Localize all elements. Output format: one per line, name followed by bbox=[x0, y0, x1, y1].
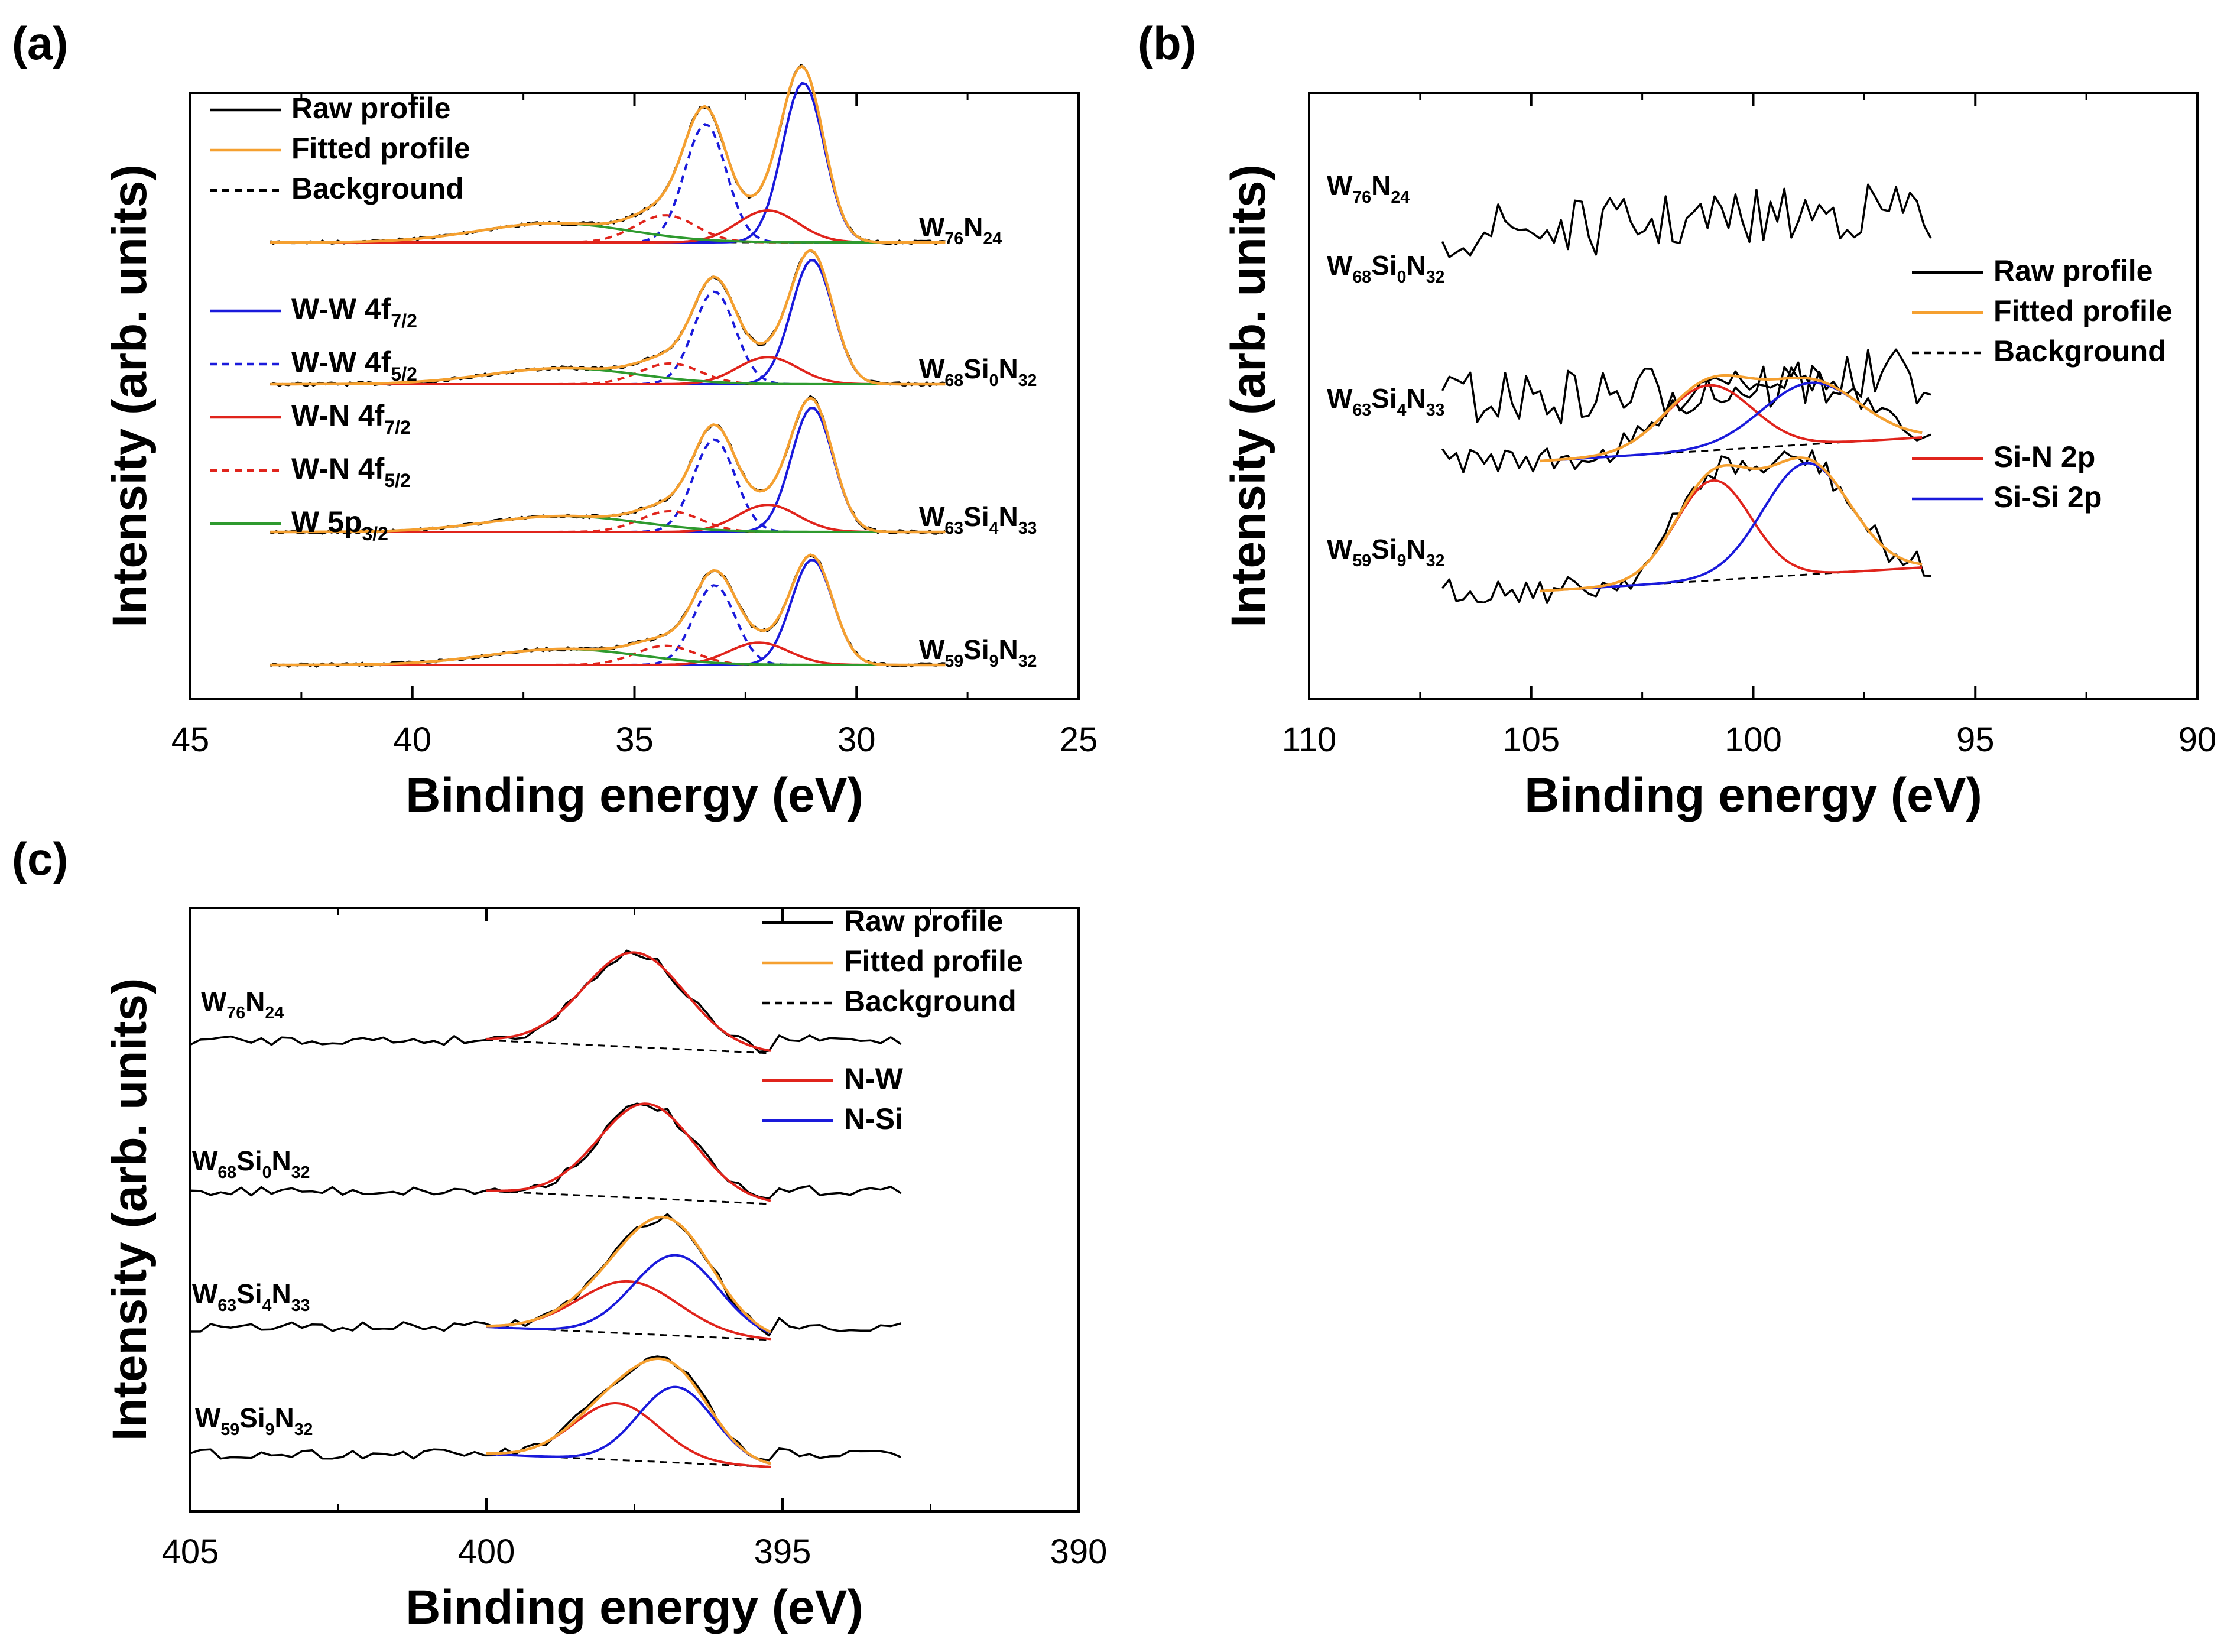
background-line bbox=[486, 1326, 771, 1341]
y-axis-title: Intensity (arb. units) bbox=[1222, 164, 1275, 628]
panel-label: (c) bbox=[12, 833, 68, 885]
fitted-profile-line bbox=[1540, 374, 1923, 463]
panel-label: (a) bbox=[12, 17, 68, 69]
fitted-profile-line bbox=[270, 396, 946, 534]
fitted-profile-line bbox=[270, 248, 946, 386]
sample-label: W68​Si0​N32​ bbox=[919, 353, 1037, 390]
background-line bbox=[486, 1039, 771, 1054]
x-tick-label: 400 bbox=[458, 1533, 515, 1571]
legend-label: Background bbox=[844, 985, 1017, 1018]
component-legend-label: W-W 4f5/2 bbox=[291, 346, 417, 385]
component-legend-label: N-W bbox=[844, 1062, 904, 1095]
raw-profile-line bbox=[1441, 183, 1932, 258]
legend-label: Fitted profile bbox=[291, 132, 470, 165]
fitted-profile-line bbox=[270, 553, 946, 667]
y-axis-title: Intensity (arb. units) bbox=[103, 164, 157, 628]
component-legend-label: N-Si bbox=[844, 1102, 903, 1135]
legend-label: Raw profile bbox=[291, 92, 450, 125]
x-tick-label: 110 bbox=[1282, 720, 1336, 759]
background-line bbox=[486, 1190, 771, 1205]
raw-profile-line bbox=[190, 1213, 901, 1337]
sample-label: W76​N24​ bbox=[201, 986, 284, 1023]
raw-profile-line bbox=[1441, 366, 1931, 473]
sample-label: W76​N24​ bbox=[1327, 170, 1410, 207]
x-tick-label: 90 bbox=[2178, 720, 2217, 759]
x-axis-title: Binding energy (eV) bbox=[405, 768, 863, 822]
x-tick-label: 30 bbox=[837, 720, 876, 759]
fitted-profile-line bbox=[486, 1357, 771, 1465]
sample-label: W63​Si4​N33​ bbox=[1327, 383, 1444, 420]
legend-label: Background bbox=[1994, 335, 2166, 368]
sample-label: W76​N24​ bbox=[919, 212, 1002, 248]
component-peak-line bbox=[486, 1385, 771, 1465]
component-legend-label: W-N 4f5/2 bbox=[291, 452, 411, 491]
panel-label: (b) bbox=[1138, 17, 1197, 69]
component-legend-label: Si-Si 2p bbox=[1994, 481, 2102, 514]
component-peak-line bbox=[486, 1102, 771, 1202]
legend-label: Background bbox=[291, 172, 464, 205]
x-tick-label: 35 bbox=[615, 720, 654, 759]
x-tick-label: 390 bbox=[1050, 1533, 1108, 1571]
legend-label: Fitted profile bbox=[844, 945, 1023, 978]
fitted-profile-line bbox=[270, 64, 946, 244]
x-tick-label: 40 bbox=[393, 720, 431, 759]
component-legend-label: Si-N 2p bbox=[1994, 440, 2095, 473]
component-legend-label: W-N 4f7/2 bbox=[291, 399, 411, 438]
x-tick-label: 25 bbox=[1060, 720, 1098, 759]
sample-label: W59​Si9​N32​ bbox=[919, 634, 1037, 671]
x-axis-title: Binding energy (eV) bbox=[405, 1580, 863, 1634]
x-tick-label: 45 bbox=[171, 720, 210, 759]
x-tick-label: 100 bbox=[1725, 720, 1782, 759]
component-peak-line bbox=[486, 951, 771, 1052]
sample-label: W68​Si0​N32​ bbox=[1327, 250, 1444, 287]
x-tick-label: 105 bbox=[1502, 720, 1560, 759]
sample-label: W63​Si4​N33​ bbox=[919, 501, 1037, 538]
legend-label: Fitted profile bbox=[1994, 294, 2173, 327]
fitted-profile-line bbox=[1540, 456, 1923, 593]
y-axis-title: Intensity (arb. units) bbox=[103, 978, 157, 1442]
component-peak-line bbox=[486, 1254, 771, 1335]
raw-profile-line bbox=[190, 1355, 902, 1462]
x-tick-label: 395 bbox=[754, 1533, 811, 1571]
sample-label: W68​Si0​N32​ bbox=[192, 1145, 310, 1182]
sample-label: W59​Si9​N32​ bbox=[1327, 534, 1444, 570]
fitted-profile-line bbox=[486, 1215, 771, 1333]
sample-label: W63​Si4​N33​ bbox=[192, 1278, 310, 1315]
legend-label: Raw profile bbox=[844, 904, 1003, 937]
raw-profile-line bbox=[1441, 348, 1931, 425]
x-axis-title: Binding energy (eV) bbox=[1524, 768, 1982, 822]
legend-label: Raw profile bbox=[1994, 254, 2152, 287]
component-legend-label: W-W 4f7/2 bbox=[291, 293, 417, 332]
component-legend-label: W 5p3/2 bbox=[291, 505, 388, 544]
background-line bbox=[486, 1453, 771, 1468]
x-tick-label: 405 bbox=[162, 1533, 219, 1571]
x-tick-label: 95 bbox=[1956, 720, 1995, 759]
sample-label: W59​Si9​N32​ bbox=[195, 1403, 313, 1439]
raw-profile-line bbox=[190, 1102, 902, 1200]
